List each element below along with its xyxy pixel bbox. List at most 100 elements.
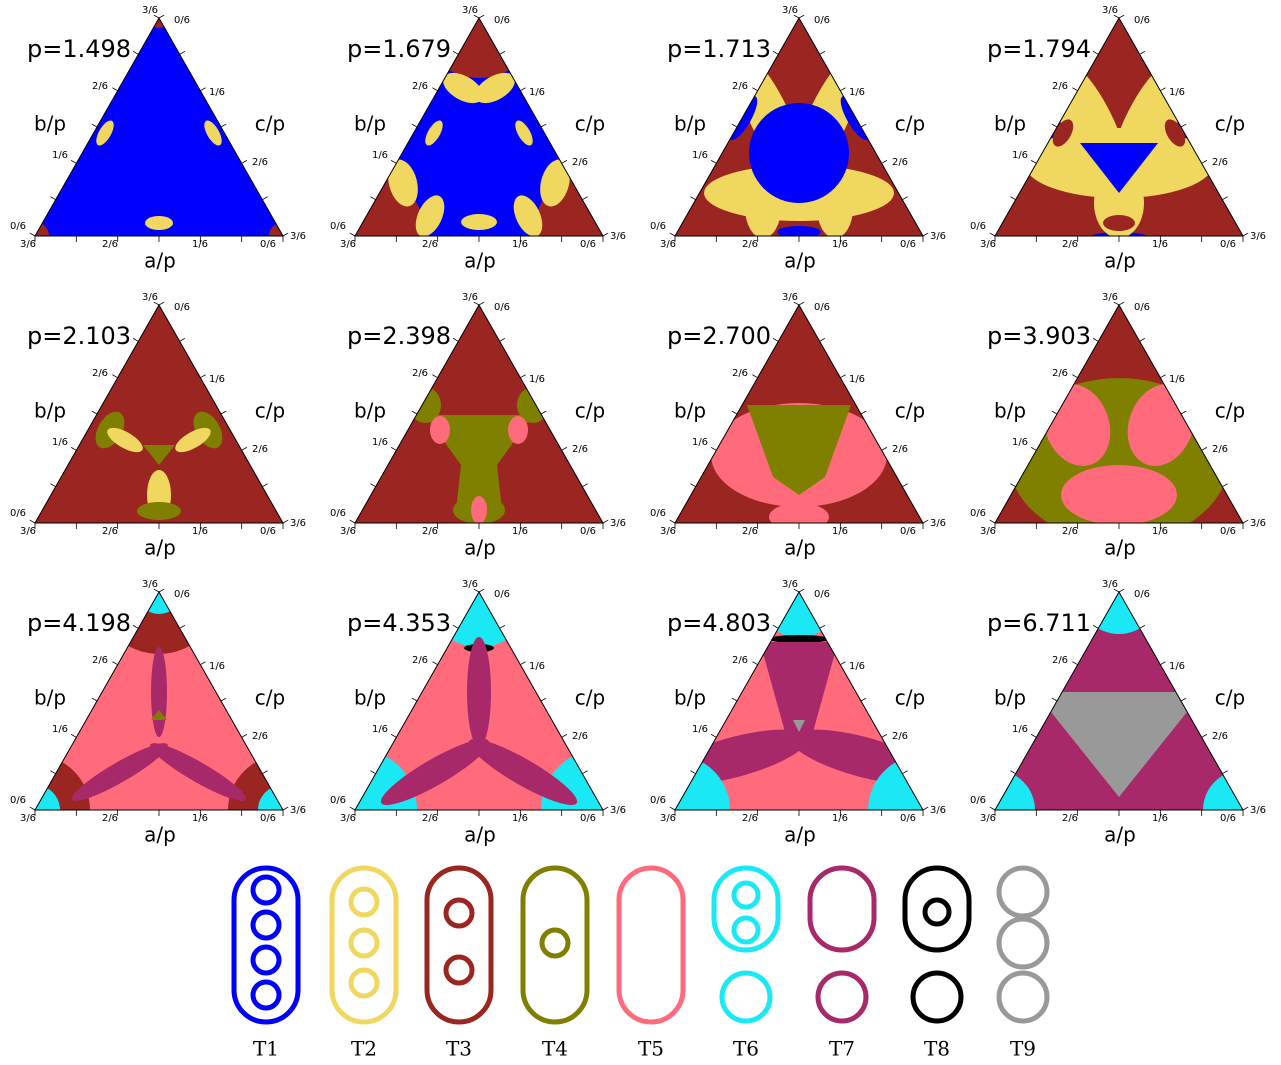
tick [1072, 374, 1078, 379]
legend-item: T1 [231, 865, 301, 1061]
tick-label: 2/6 [742, 526, 758, 537]
tick [70, 160, 77, 164]
tick-label: 1/6 [1152, 239, 1168, 250]
tick-label: 1/6 [372, 724, 388, 735]
tick-label: 2/6 [412, 655, 428, 666]
tick [241, 160, 248, 164]
tick [262, 483, 268, 488]
tick [478, 14, 485, 19]
legend-boundary [711, 865, 781, 953]
tick-label: 2/6 [1052, 655, 1068, 666]
region [533, 166, 603, 236]
tick [582, 770, 588, 775]
region [355, 748, 417, 810]
legend-label: T1 [253, 1037, 279, 1061]
legend-circle [996, 916, 1050, 970]
tick [473, 301, 480, 306]
tick-label: 3/6 [1250, 805, 1266, 816]
tick [752, 374, 758, 379]
tick-label: 0/6 [10, 508, 26, 519]
tick-label: 0/6 [494, 15, 510, 26]
tick [1010, 196, 1016, 201]
panel-label: p=1.498 [27, 35, 131, 63]
tick [819, 625, 826, 629]
tick-label: 1/6 [529, 87, 545, 98]
tick-label: 3/6 [980, 239, 996, 250]
tick [29, 806, 36, 811]
axis-label: c/p [255, 399, 285, 423]
tick [690, 770, 696, 775]
axis-label: b/p [354, 686, 386, 710]
panel-label: p=1.794 [987, 35, 1091, 63]
tick-label: 0/6 [1134, 302, 1150, 313]
tick-label: 0/6 [10, 221, 26, 232]
legend-circle [250, 909, 282, 941]
panel-label: p=4.803 [667, 609, 771, 637]
tick [132, 338, 139, 342]
legend-boundary [807, 865, 877, 953]
tick-label: 2/6 [1062, 813, 1078, 824]
tick-label: 1/6 [692, 437, 708, 448]
axis-label: a/p [464, 249, 496, 273]
regions [995, 305, 1243, 523]
region [35, 18, 283, 236]
tick-label: 2/6 [892, 731, 908, 742]
tick [540, 123, 547, 128]
tick-label: 0/6 [174, 302, 190, 313]
panel: 3/6 2/6 1/6 0/6 0/6 1/6 2/6 3/6 0/6 1/6 2/6 3/6 b/p c… [330, 5, 626, 273]
panel-label: p=2.700 [667, 322, 771, 350]
tick [520, 661, 526, 666]
tick [772, 338, 779, 342]
tick-label: 0/6 [1220, 526, 1236, 537]
panel: 3/6 2/6 1/6 0/6 0/6 1/6 2/6 3/6 0/6 1/6 2/6 3/6 b/p c… [970, 292, 1266, 560]
region [1061, 465, 1177, 523]
tick [29, 232, 36, 237]
tick [499, 338, 506, 342]
tick [220, 123, 227, 128]
tick-label: 0/6 [1134, 15, 1150, 26]
axis-label: b/p [674, 112, 706, 136]
region [749, 103, 849, 203]
tick-label: 1/6 [529, 374, 545, 385]
tick [860, 697, 867, 702]
axis-label: c/p [255, 112, 285, 136]
tick [1051, 123, 1058, 128]
tick-label: 1/6 [512, 813, 528, 824]
tick [582, 196, 588, 201]
tick-label: 0/6 [970, 221, 986, 232]
regions [675, 305, 923, 523]
region [72, 743, 168, 801]
tick-label: 0/6 [970, 795, 986, 806]
tick [50, 196, 56, 201]
legend-circle [250, 874, 282, 906]
tick-label: 3/6 [660, 526, 676, 537]
axis-label: c/p [1215, 112, 1245, 136]
tick [1242, 806, 1249, 811]
panel-label: p=2.103 [27, 322, 131, 350]
tick [840, 87, 846, 92]
tick [602, 806, 609, 811]
panel-label: p=6.711 [987, 609, 1091, 637]
region [515, 120, 533, 146]
axis-label: a/p [784, 249, 816, 273]
tick [1118, 301, 1125, 306]
tick [1222, 483, 1228, 488]
tick [91, 697, 98, 702]
tick-label: 0/6 [580, 239, 596, 250]
tick [669, 232, 676, 237]
tick-label: 0/6 [260, 813, 276, 824]
axis-label: a/p [464, 823, 496, 847]
tick [179, 338, 186, 342]
tick [50, 483, 56, 488]
tick-label: 2/6 [892, 157, 908, 168]
region [513, 195, 543, 236]
region [425, 120, 443, 146]
axis-label: c/p [575, 686, 605, 710]
tick [922, 519, 929, 524]
panel: 3/6 2/6 1/6 0/6 0/6 1/6 2/6 3/6 0/6 1/6 2/6 3/6 b/p c… [650, 292, 946, 560]
region [151, 710, 167, 720]
tick [731, 123, 738, 128]
axis-label: c/p [895, 112, 925, 136]
tick [499, 51, 506, 55]
panel: 3/6 2/6 1/6 0/6 0/6 1/6 2/6 3/6 0/6 1/6 2/6 3/6 b/p c… [650, 579, 946, 847]
